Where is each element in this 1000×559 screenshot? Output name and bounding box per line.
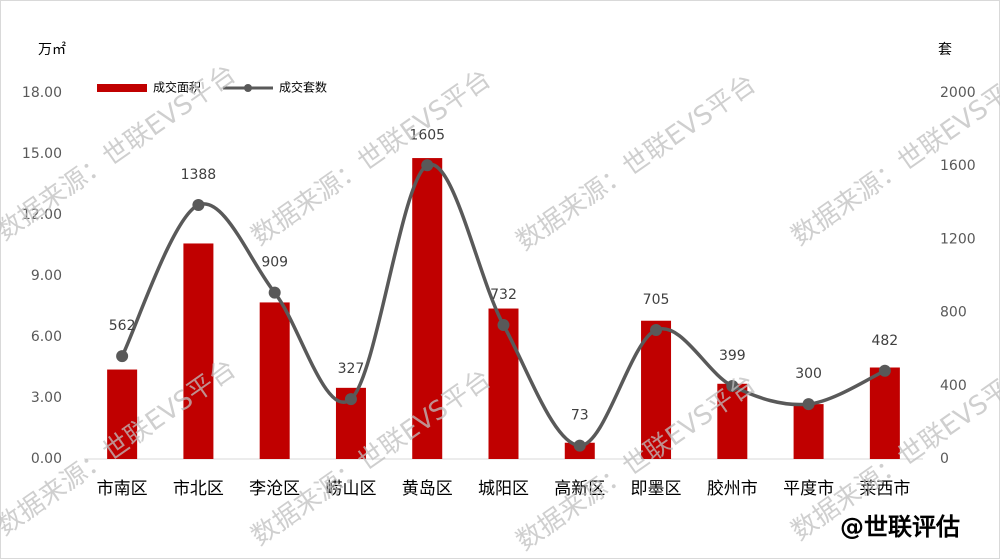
- y-tick-label: 0.00: [31, 451, 62, 467]
- value-label: 482: [871, 333, 898, 349]
- value-label: 73: [571, 408, 589, 424]
- x-tick-label: 平度市: [783, 479, 834, 499]
- point: [268, 286, 281, 299]
- bar: [183, 243, 214, 459]
- point: [497, 319, 510, 332]
- x-tick-label: 崂山区: [325, 479, 376, 499]
- y-tick-label: 3.00: [31, 390, 62, 406]
- x-tick-label: 黄岛区: [402, 479, 453, 499]
- bar: [717, 383, 748, 459]
- y2-tick-label: 2000: [940, 85, 976, 101]
- point: [421, 159, 434, 172]
- y-tick-label: 6.00: [31, 329, 62, 345]
- x-tick-label: 莱西市: [859, 479, 910, 499]
- point: [192, 198, 205, 211]
- bar: [412, 158, 443, 460]
- y2-tick-label: 1200: [940, 231, 976, 247]
- legend-label: 成交面积: [153, 80, 201, 95]
- point: [802, 398, 815, 411]
- y-tick-label: 9.00: [31, 268, 62, 284]
- y2-tick-label: 1600: [940, 158, 976, 174]
- y-tick-label: 12.00: [22, 207, 62, 223]
- legend-swatch: [244, 84, 252, 92]
- y2-tick-label: 800: [940, 305, 967, 321]
- value-label: 732: [490, 287, 517, 303]
- point: [650, 323, 663, 336]
- value-label: 300: [795, 366, 822, 382]
- bar: [641, 320, 672, 459]
- x-tick-label: 市南区: [97, 479, 148, 499]
- bar: [488, 308, 519, 459]
- value-label: 1605: [409, 127, 445, 143]
- point: [878, 364, 891, 377]
- x-tick-label: 市北区: [173, 479, 224, 499]
- point: [344, 393, 357, 406]
- x-tick-label: 高新区: [554, 479, 605, 499]
- point: [116, 350, 129, 363]
- bar: [107, 369, 138, 459]
- legend-swatch: [97, 84, 147, 92]
- value-label: 705: [643, 292, 670, 308]
- bar: [259, 302, 290, 459]
- y2-tick-label: 400: [940, 378, 967, 394]
- x-tick-label: 胶州市: [707, 479, 758, 499]
- x-tick-label: 城阳区: [478, 479, 529, 499]
- value-label: 327: [338, 361, 365, 377]
- value-label: 1388: [181, 167, 217, 183]
- bar: [793, 404, 824, 459]
- y-tick-label: 15.00: [22, 146, 62, 162]
- x-tick-label: 即墨区: [631, 479, 682, 499]
- legend-label: 成交套数: [279, 80, 327, 95]
- value-label: 399: [719, 348, 746, 364]
- y2-axis-label: 套: [938, 42, 952, 58]
- y2-tick-label: 0: [940, 451, 949, 467]
- y-tick-label: 18.00: [22, 85, 62, 101]
- y-axis-label: 万㎡: [38, 42, 66, 58]
- value-label: 562: [109, 318, 136, 334]
- value-label: 909: [261, 255, 288, 271]
- point: [726, 379, 739, 392]
- brand: @世联评估: [840, 513, 960, 541]
- point: [573, 439, 586, 452]
- x-tick-label: 李沧区: [249, 479, 300, 499]
- bar: [869, 367, 900, 459]
